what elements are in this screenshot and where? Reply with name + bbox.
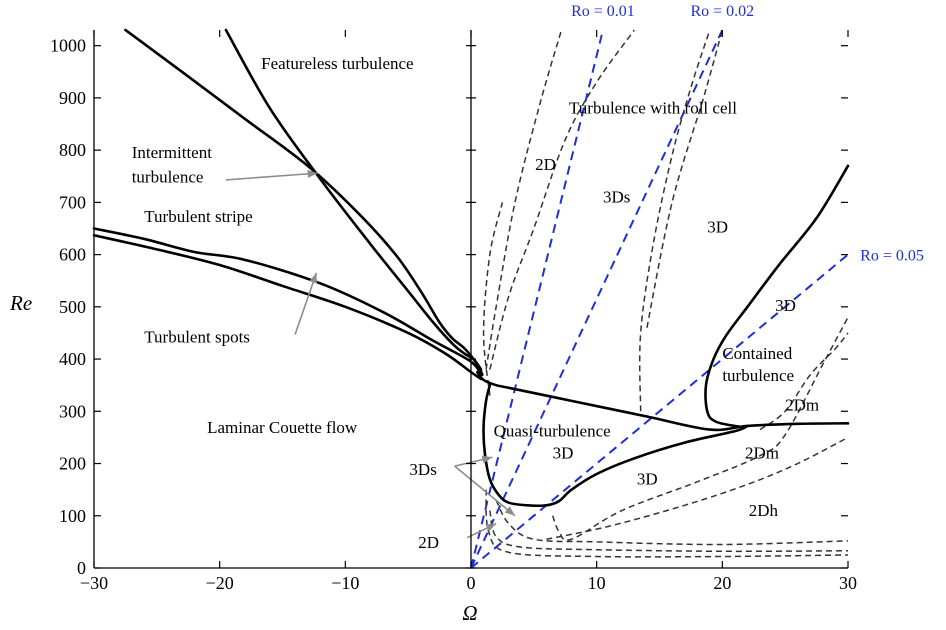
region-label: Quasi-turbulence: [494, 421, 611, 440]
annotation-arrows: [225, 169, 516, 539]
y-tick-label: 1000: [50, 36, 86, 56]
region-label: 2Dm: [745, 443, 779, 462]
x-tick-label: 20: [713, 573, 731, 593]
x-ticks: −30 −20 −10 0 10 20 30: [80, 30, 857, 593]
solid-boundary-intermittent-lower: [124, 28, 484, 377]
region-label: turbulence: [722, 366, 794, 385]
annotation-arrow: [225, 172, 318, 181]
y-tick-label: 800: [59, 140, 86, 160]
annotation-arrowhead: [481, 455, 493, 464]
ro-line: [470, 29, 604, 569]
y-tick-label: 200: [59, 454, 86, 474]
region-label: 3D: [637, 469, 658, 488]
dashed-boundary-d1: [485, 29, 563, 370]
y-tick-label: 500: [59, 297, 86, 317]
x-axis-title: Ω: [462, 601, 477, 625]
x-tick-label: 10: [588, 573, 606, 593]
solid-boundary-quasi-lower: [482, 383, 749, 508]
ro-labels: Ro = 0.01 Ro = 0.02 Ro = 0.05: [571, 3, 924, 265]
region-label: Turbulent stripe: [144, 207, 252, 226]
ro-label: Ro = 0.02: [690, 3, 754, 20]
region-label: Intermittent: [132, 143, 213, 162]
y-tick-label: 300: [59, 401, 86, 421]
dashed-boundary-d4: [646, 29, 724, 328]
region-label: Turbulent spots: [144, 327, 250, 346]
region-labels: Featureless turbulence Intermittent turbul…: [132, 54, 819, 552]
y-tick-label: 600: [59, 245, 86, 265]
region-label: Turbulence with roll cell: [569, 99, 737, 118]
y-ticks: 0 100 200 300 400 500 600 700 800 900 1000: [50, 36, 848, 578]
ro-lines: [470, 29, 849, 569]
region-label: Laminar Couette flow: [207, 418, 358, 437]
dashed-boundary-d10: [485, 489, 849, 558]
annotation-arrow: [294, 272, 318, 335]
region-label: 3D: [707, 218, 728, 237]
y-tick-label: 100: [59, 506, 86, 526]
annotation-arrowhead: [485, 523, 497, 532]
x-tick-label: 0: [467, 573, 476, 593]
dashed-boundary-d9: [489, 510, 849, 553]
region-label: 3D: [775, 296, 796, 315]
solid-boundary-stripe-upper: [92, 227, 483, 377]
annotation-arrowhead: [309, 272, 317, 284]
region-label: 3Ds: [603, 187, 630, 206]
region-label: turbulence: [132, 168, 204, 187]
ro-label: Ro = 0.01: [571, 3, 635, 20]
region-label: 2Dm: [785, 395, 819, 414]
solid-boundary-stripe-lower: [92, 233, 483, 381]
annotation-arrow: [454, 465, 516, 517]
dashed-boundary-d2: [489, 29, 635, 370]
y-tick-label: 700: [59, 192, 86, 212]
region-label: Contained: [722, 344, 792, 363]
region-label: 2Dh: [749, 501, 779, 520]
dashed-boundary-d7: [546, 436, 849, 541]
annotation-arrowhead: [504, 506, 515, 516]
x-tick-label: −20: [206, 573, 234, 593]
y-axis-title: Re: [9, 291, 32, 315]
region-label: 3Ds: [409, 460, 436, 479]
dashed-boundary-d3: [638, 29, 711, 412]
y-tick-label: 400: [59, 349, 86, 369]
dashed-boundary-d5: [482, 202, 504, 396]
ro-line: [470, 253, 849, 569]
annotation-arrowhead: [307, 169, 318, 178]
ro-label: Ro = 0.05: [860, 248, 924, 265]
x-tick-label: 30: [839, 573, 857, 593]
solid-boundary-quasi-upper: [475, 370, 850, 432]
region-label: Featureless turbulence: [261, 54, 413, 73]
dashed-boundary-d8: [495, 499, 849, 546]
region-label: 2D: [418, 533, 439, 552]
plot-area: [92, 28, 850, 569]
ro-line: [470, 29, 724, 569]
y-tick-label: 900: [59, 88, 86, 108]
solid-boundary-intermittent-upper: [224, 28, 483, 371]
dashed-boundaries: [482, 29, 849, 558]
x-tick-label: −30: [80, 573, 108, 593]
region-label: 2D: [535, 155, 556, 174]
solid-boundary-contained: [704, 164, 850, 429]
y-tick-label: 0: [77, 558, 86, 578]
x-tick-label: −10: [331, 573, 359, 593]
dashed-boundary-d11: [759, 332, 849, 431]
solid-boundaries: [92, 28, 850, 508]
region-label: 3D: [553, 443, 574, 462]
